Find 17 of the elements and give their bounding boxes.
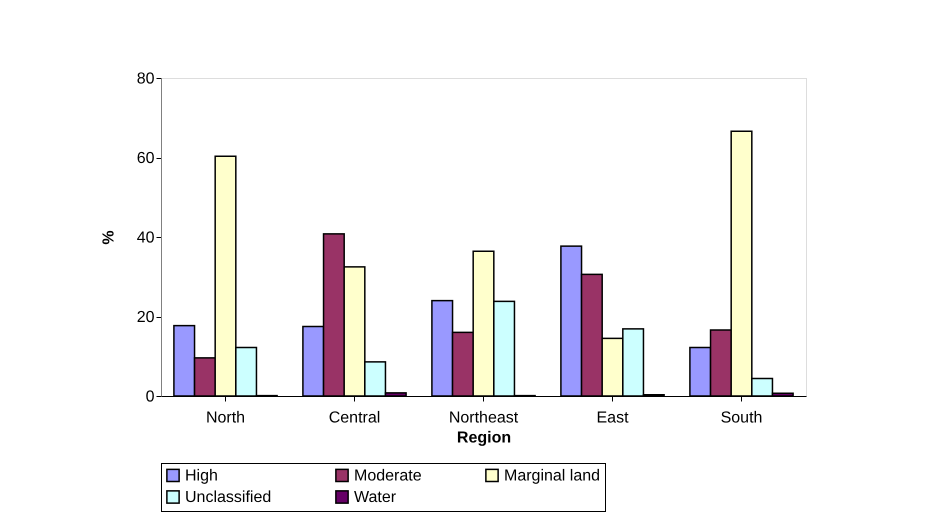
x-tick-label: Central: [328, 410, 380, 426]
legend-label: Marginal land: [504, 467, 600, 484]
legend-label: Moderate: [354, 467, 422, 484]
x-tick-label: North: [206, 410, 246, 426]
x-tick-label: South: [720, 410, 762, 426]
y-tick-label: 80: [136, 70, 155, 88]
legend-label: Water: [354, 489, 397, 506]
x-axis-title: Region: [456, 430, 512, 446]
y-axis-title: %: [100, 230, 118, 245]
x-tick-label: Northeast: [448, 410, 519, 426]
y-tick-label: 60: [136, 150, 155, 167]
y-tick-label: 0: [146, 388, 155, 406]
y-tick-label: 40: [136, 230, 155, 246]
y-tick-label: 20: [136, 309, 155, 326]
x-tick-label: East: [596, 410, 630, 426]
legend-label: Unclassified: [185, 489, 272, 506]
legend-label: High: [185, 467, 218, 484]
